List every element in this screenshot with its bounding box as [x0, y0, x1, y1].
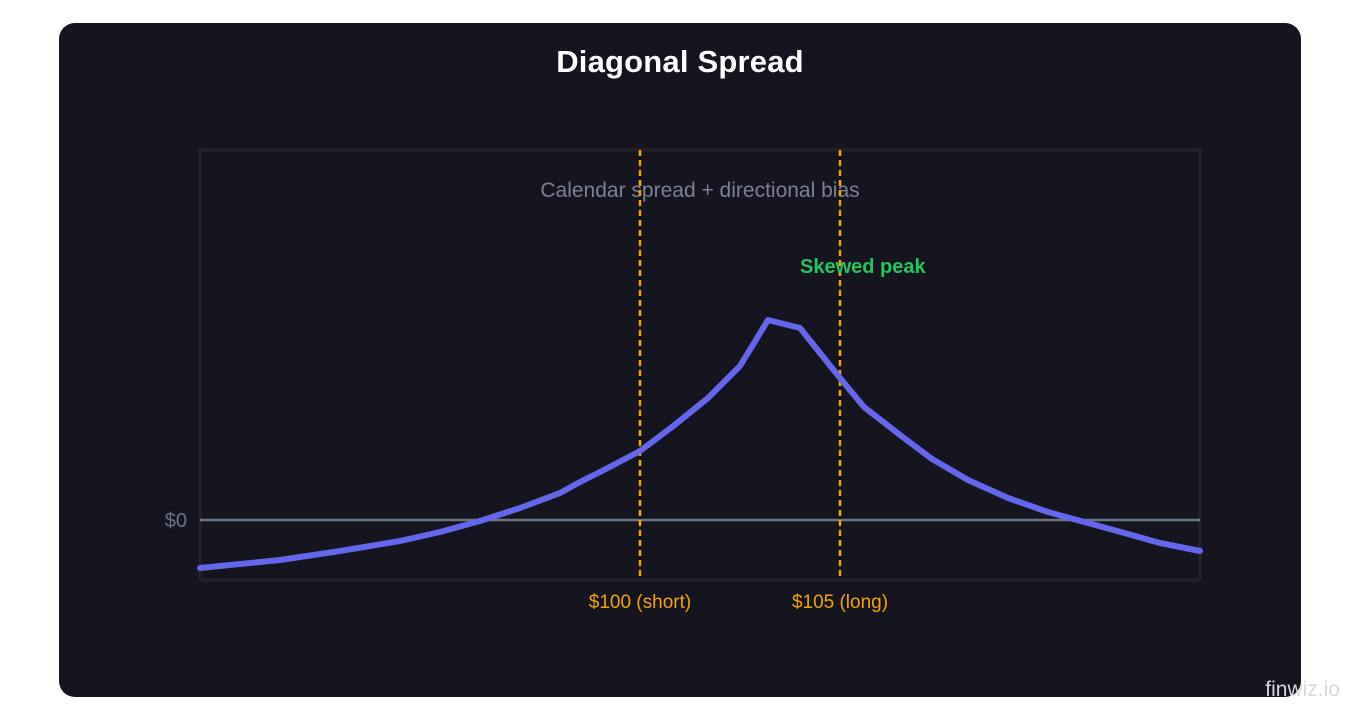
strike-label-0: $100 (short)	[589, 592, 691, 613]
annotation-skewed-peak: Skewed peak	[800, 256, 927, 278]
plot-area	[198, 148, 1202, 582]
chart-title: Diagonal Spread	[556, 44, 804, 79]
watermark: finwiz.io	[1265, 678, 1340, 701]
payoff-line-0	[197, 317, 1203, 571]
y-tick-label: $0	[165, 510, 187, 532]
chart-card	[59, 23, 1301, 697]
chart-subtitle: Calendar spread + directional bias	[540, 179, 859, 202]
strike-label-1: $105 (long)	[792, 592, 888, 613]
